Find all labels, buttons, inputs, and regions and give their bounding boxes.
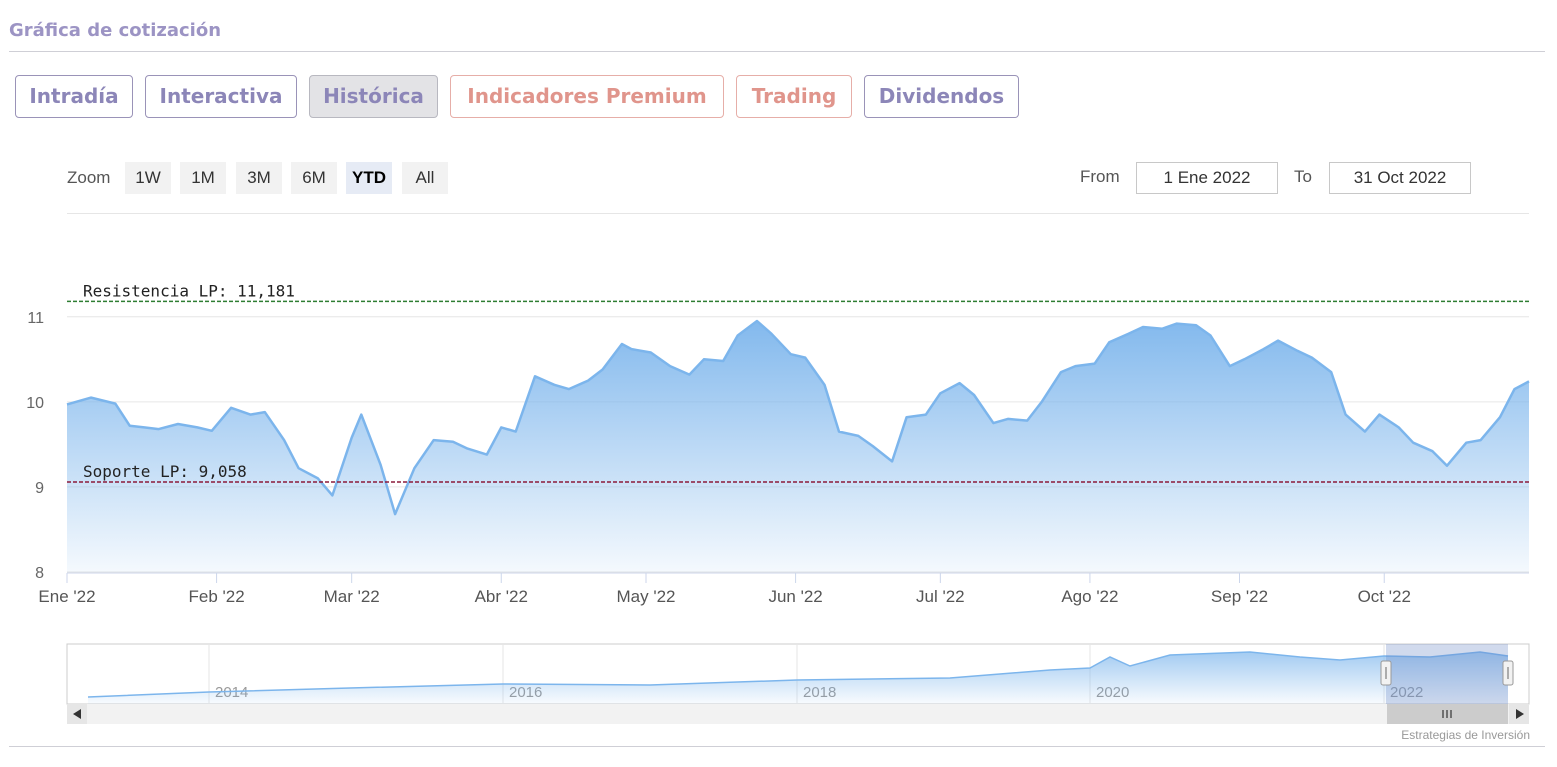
navigator-series-area: [88, 652, 1508, 704]
x-tick-label: Jun '22: [768, 587, 822, 606]
zoom-3m-button[interactable]: 3M: [236, 162, 282, 194]
range-to-label: To: [1294, 167, 1312, 186]
y-tick-label: 8: [35, 565, 44, 582]
tab-trading[interactable]: Trading: [736, 75, 852, 118]
navigator-selection: [1386, 644, 1508, 704]
x-tick-label: May '22: [617, 587, 676, 606]
x-tick-label: Ene '22: [38, 587, 95, 606]
range-from-input[interactable]: 1 Ene 2022: [1136, 162, 1278, 194]
zoom-1m-button[interactable]: 1M: [180, 162, 226, 194]
tab-dividendos[interactable]: Dividendos: [864, 75, 1019, 118]
tab-historica[interactable]: Histórica: [309, 75, 438, 118]
price-series: [66, 319, 1530, 572]
support-label: Soporte LP: 9,058: [83, 462, 247, 481]
resistance-label: Resistencia LP: 11,181: [83, 281, 295, 300]
navigator[interactable]: 20142016201820202022: [66, 643, 1530, 724]
scrollbar-track: [67, 704, 1529, 724]
arrow-right-icon: [1516, 709, 1524, 719]
title-divider: [9, 51, 1545, 52]
bottom-divider: [9, 746, 1545, 747]
arrow-left-icon: [73, 709, 81, 719]
x-tick-label: Feb '22: [188, 587, 244, 606]
x-tick-label: Mar '22: [324, 587, 380, 606]
zoom-6m-button[interactable]: 6M: [291, 162, 337, 194]
tab-intradia[interactable]: Intradía: [15, 75, 133, 118]
axes: 8 9 10 11 Ene '22 Feb '22 Mar '22 Abr '22 May '2…: [26, 310, 1529, 606]
y-tick-label: 10: [26, 395, 44, 412]
y-tick-label: 9: [35, 480, 44, 497]
x-tick-label: Ago '22: [1061, 587, 1118, 606]
support-resistance-lines: Resistencia LP: 11,181 Soporte LP: 9,058: [67, 281, 1529, 483]
series-area-fill: [67, 321, 1529, 572]
range-to-input[interactable]: 31 Oct 2022: [1329, 162, 1471, 194]
tab-interactiva[interactable]: Interactiva: [145, 75, 297, 118]
y-tick-label: 11: [27, 310, 44, 327]
tab-indicadores-premium[interactable]: Indicadores Premium: [450, 75, 724, 118]
page-title: Gráfica de cotización: [9, 20, 222, 41]
zoom-label: Zoom: [67, 168, 111, 187]
x-tick-label: Abr '22: [475, 587, 528, 606]
navigator-series-line: [87, 651, 1509, 698]
scrollbar-grip-icon: [1442, 710, 1452, 718]
x-tick-label: Jul '22: [916, 587, 965, 606]
range-selector-divider: [67, 213, 1529, 214]
zoom-ytd-button[interactable]: YTD: [346, 162, 392, 194]
x-tick-label: Sep '22: [1211, 587, 1268, 606]
zoom-1w-button[interactable]: 1W: [125, 162, 171, 194]
chart-credits: Estrategias de Inversión: [1401, 728, 1530, 742]
series-line: [66, 319, 1530, 516]
range-from-label: From: [1080, 167, 1120, 186]
x-tick-label: Oct '22: [1358, 587, 1411, 606]
zoom-all-button[interactable]: All: [402, 162, 448, 194]
